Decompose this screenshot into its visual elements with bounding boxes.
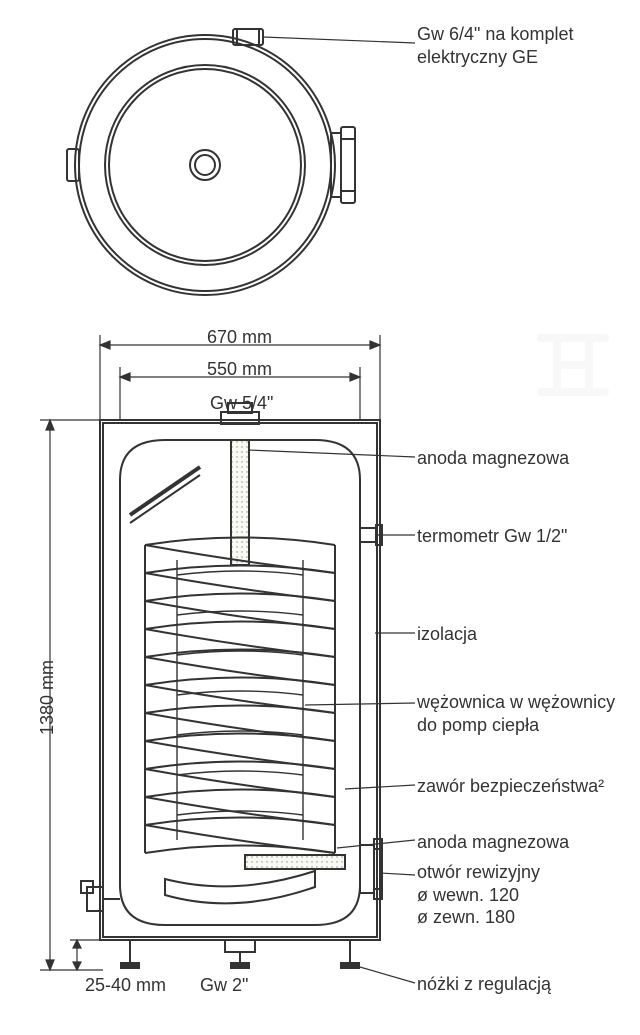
- label-ge-port: Gw 6/4" na komplet elektryczny GE: [417, 23, 573, 68]
- label-anode-top: anoda magnezowa: [417, 447, 569, 470]
- label-insulation: izolacja: [417, 623, 477, 646]
- dim-foot-range: 25-40 mm: [85, 975, 166, 996]
- dim-inner-width: 550 mm: [207, 359, 272, 380]
- label-coil-in-coil: wężownica w wężownicy do pomp ciepła: [417, 691, 615, 736]
- technical-diagram: Gw 6/4" na komplet elektryczny GE 670 mm…: [15, 15, 625, 1009]
- label-thermometer: termometr Gw 1/2": [417, 525, 567, 548]
- label-safety-valve: zawór bezpieczeństwa²: [417, 775, 604, 798]
- dim-outer-width: 670 mm: [207, 327, 272, 348]
- dim-bottom-port: Gw 2": [200, 975, 248, 996]
- label-feet: nóżki z regulacją: [417, 973, 551, 996]
- label-anode-bottom: anoda magnezowa: [417, 831, 569, 854]
- label-inspection: otwór rewizyjny ø wewn. 120 ø zewn. 180: [417, 861, 540, 929]
- dim-height: 1380 mm: [37, 660, 58, 735]
